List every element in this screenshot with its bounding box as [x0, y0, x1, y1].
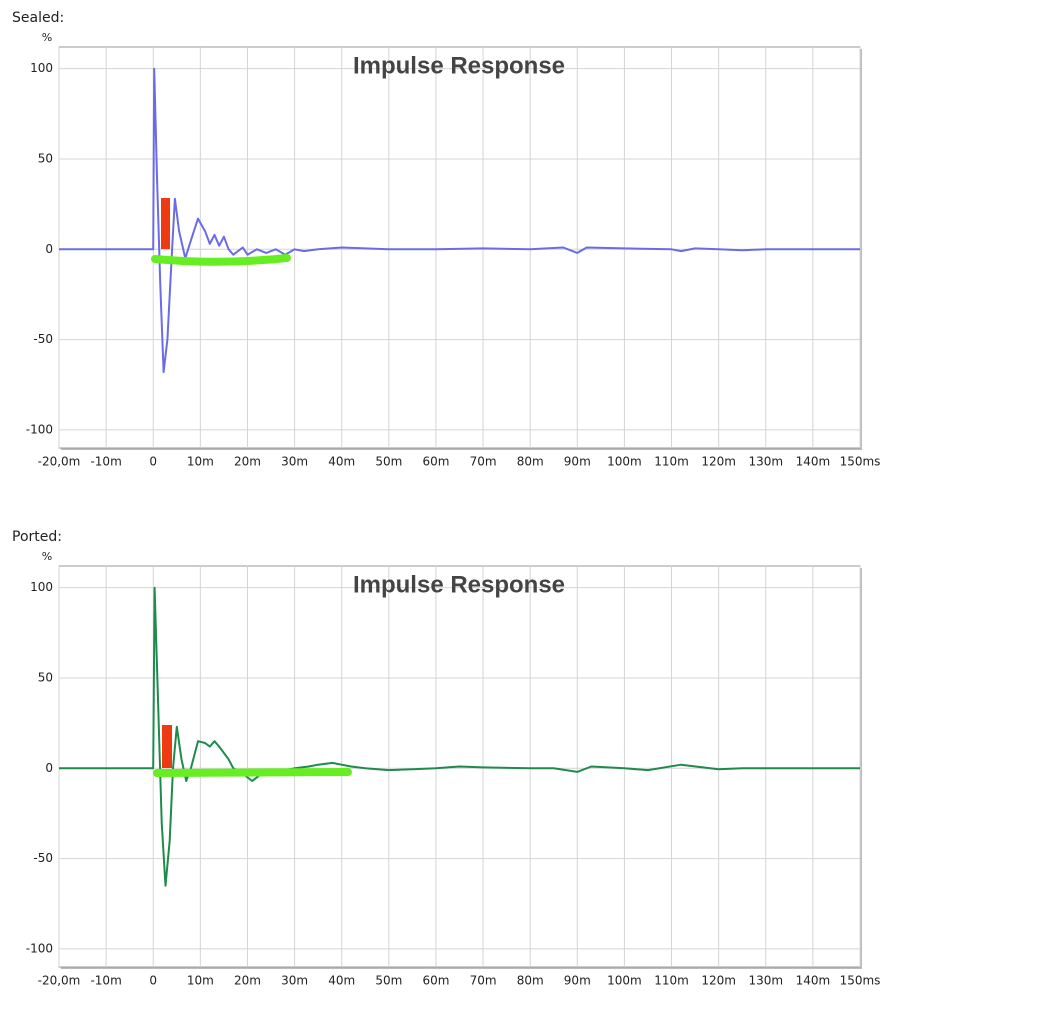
y-tick-label: 100: [30, 580, 53, 594]
chart-caption: Sealed:: [12, 10, 64, 26]
y-tick-label: -100: [26, 422, 53, 436]
y-tick-label: 50: [38, 670, 53, 684]
y-tick-label: 0: [45, 242, 53, 256]
x-tick-label: 80m: [517, 455, 544, 469]
x-tick-label: 110m: [654, 974, 689, 988]
x-tick-label: 20m: [234, 455, 261, 469]
x-tick-label: 10m: [187, 455, 214, 469]
x-tick-label: 70m: [470, 974, 497, 988]
x-tick-label: 110m: [654, 455, 689, 469]
x-tick-label: 50m: [375, 974, 402, 988]
impulse-line: [59, 67, 860, 374]
x-tick-label: 100m: [607, 974, 642, 988]
x-tick-label: 30m: [281, 455, 308, 469]
x-tick-label: 130m: [748, 455, 783, 469]
x-tick-label: 50m: [375, 455, 402, 469]
x-tick-label: -10m: [90, 455, 121, 469]
x-tick-label: 20m: [234, 974, 261, 988]
x-tick-label: 30m: [281, 974, 308, 988]
x-tick-label: 40m: [328, 974, 355, 988]
chart-title: Impulse Response: [353, 52, 565, 79]
y-unit-label: %: [42, 31, 52, 44]
highlight-stroke: [153, 768, 352, 777]
x-tick-label: 100m: [607, 455, 642, 469]
highlight-box: [162, 725, 172, 768]
y-tick-label: -100: [26, 941, 53, 955]
y-tick-label: -50: [33, 332, 53, 346]
x-tick-label: 90m: [564, 455, 591, 469]
y-tick-label: -50: [33, 851, 53, 865]
highlight-stroke: [151, 254, 291, 266]
highlight-box: [161, 198, 170, 249]
x-tick-label: 150ms: [840, 974, 881, 988]
x-tick-label: 140m: [796, 455, 831, 469]
x-tick-label: -10m: [90, 974, 121, 988]
chart: Sealed:% -20,0m -10m 0 10m 20m 30m 40m 50m 60m 70m…: [12, 10, 880, 469]
chart: Ported:% -20,0m -10m 0 10m 20m 30m 40m 50m 60m 70m…: [12, 529, 880, 988]
x-tick-label: 40m: [328, 455, 355, 469]
x-tick-label: 150ms: [840, 455, 881, 469]
x-tick-label: 10m: [187, 974, 214, 988]
y-unit-label: %: [42, 550, 52, 563]
x-tick-label: 70m: [470, 455, 497, 469]
annotations: [151, 198, 352, 777]
x-tick-label: 0: [149, 455, 157, 469]
plot-area: [58, 46, 861, 449]
x-tick-label: 90m: [564, 974, 591, 988]
chart-title: Impulse Response: [353, 571, 565, 598]
x-tick-label: 120m: [701, 974, 736, 988]
x-tick-label: 60m: [422, 455, 449, 469]
x-tick-label: 120m: [701, 455, 736, 469]
x-tick-label: 60m: [422, 974, 449, 988]
y-tick-label: 0: [45, 761, 53, 775]
x-tick-label: 140m: [796, 974, 831, 988]
chart-caption: Ported:: [12, 529, 62, 545]
x-tick-label: 130m: [748, 974, 783, 988]
x-tick-label: 0: [149, 974, 157, 988]
x-tick-label: -20,0m: [38, 455, 81, 469]
y-tick-label: 50: [38, 151, 53, 165]
x-tick-label: 80m: [517, 974, 544, 988]
x-tick-label: -20,0m: [38, 974, 81, 988]
y-tick-label: 100: [30, 61, 53, 75]
